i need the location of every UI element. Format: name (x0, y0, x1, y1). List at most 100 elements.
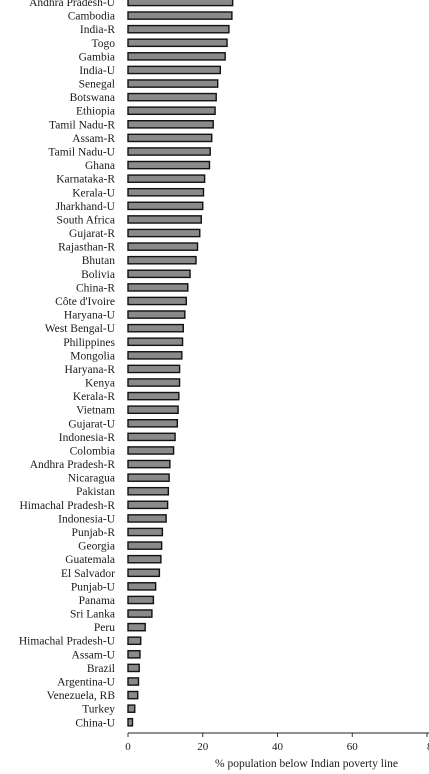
bar (127, 215, 202, 224)
category-label: South Africa (57, 214, 115, 226)
category-label: Togo (92, 38, 116, 50)
bar (127, 228, 201, 238)
bar (127, 187, 205, 197)
bar (127, 323, 185, 333)
bar (127, 527, 164, 537)
bar (127, 500, 169, 510)
bar (127, 351, 183, 360)
bar (127, 147, 211, 156)
category-label: Venezuela, RB (47, 690, 116, 702)
category-label: West Bengal-U (45, 323, 116, 335)
bar (127, 541, 163, 550)
category-label: India-U (79, 65, 115, 77)
category-label: El Salvador (61, 568, 115, 580)
category-label: Kerala-R (73, 391, 115, 403)
bar (127, 201, 204, 211)
category-label: Senegal (79, 79, 115, 91)
bar (127, 92, 217, 102)
bar (127, 310, 186, 319)
category-label: Turkey (82, 704, 115, 716)
bar (127, 106, 216, 116)
x-axis-title: % population below Indian poverty line (215, 758, 398, 770)
category-label: Ghana (85, 160, 115, 172)
category-label: Himachal Pradesh-R (20, 500, 116, 512)
x-tick-label: 40 (272, 741, 284, 753)
category-label: Guatemala (65, 554, 115, 566)
category-label: Indonesia-U (58, 513, 116, 525)
bar (127, 609, 153, 618)
category-label: Botswana (70, 92, 115, 104)
bar (127, 296, 188, 306)
category-label: Georgia (78, 541, 115, 553)
bar (127, 65, 222, 75)
bar (127, 283, 189, 292)
category-label: China-U (75, 717, 115, 729)
category-label: Assam-R (72, 133, 115, 145)
category-label: Colombia (70, 445, 115, 457)
category-label: India-R (80, 24, 115, 36)
bar (127, 242, 199, 251)
category-label: Pakistan (76, 486, 115, 498)
category-label: Kerala-U (72, 187, 115, 199)
category-label: Bhutan (82, 255, 115, 267)
bar (127, 704, 136, 713)
bar (127, 554, 162, 564)
bar (127, 120, 214, 129)
bar (127, 582, 157, 591)
bar (127, 79, 219, 88)
category-label: Philippines (63, 337, 115, 349)
bar (127, 568, 161, 578)
category-label: Mongolia (70, 350, 115, 362)
bar (127, 514, 167, 523)
bar (127, 663, 140, 673)
bar (127, 391, 180, 401)
category-label: Peru (94, 622, 115, 634)
bar (127, 0, 234, 7)
bar (127, 38, 228, 48)
bar (127, 405, 179, 415)
bar (127, 432, 176, 442)
category-label: Haryana-U (64, 310, 116, 322)
bar (127, 636, 142, 646)
category-label: Karnataka-R (56, 174, 115, 186)
category-label: Punjab-U (71, 581, 116, 593)
bar (127, 255, 197, 265)
category-label: Sri Lanka (70, 609, 115, 621)
category-label: Punjab-R (72, 527, 116, 539)
category-label: Cambodia (68, 11, 115, 23)
category-label: Gujarat-R (69, 228, 115, 240)
bar (127, 378, 181, 387)
bar (127, 418, 179, 428)
x-tick-label: 20 (197, 741, 209, 753)
category-label: Andhra Pradesh-U (29, 0, 116, 9)
bars-group (127, 0, 234, 727)
category-label: Nicaragua (68, 473, 115, 485)
bar (127, 174, 206, 183)
bar (127, 52, 226, 61)
category-label: Kenya (85, 378, 115, 390)
category-label: Brazil (87, 663, 115, 675)
bar (127, 486, 170, 496)
x-tick-label: 0 (125, 741, 131, 753)
bar (127, 269, 191, 279)
category-label: Rajasthan-R (58, 242, 115, 254)
x-axis: 0 20 40 60 80 (125, 732, 429, 753)
bar (127, 459, 171, 469)
bar (127, 473, 170, 482)
category-label: Jharkhand-U (56, 201, 116, 213)
bar (127, 690, 139, 700)
bar (127, 717, 134, 727)
bar (127, 133, 213, 143)
category-label: Assam-U (72, 649, 116, 661)
category-label: Gambia (79, 51, 115, 63)
category-label: Tamil Nadu-R (49, 119, 115, 131)
category-label: Indonesia-R (59, 432, 116, 444)
bar (127, 11, 233, 20)
category-label: Haryana-R (65, 364, 116, 376)
category-label: Panama (79, 595, 115, 607)
bar (127, 160, 211, 170)
category-label: Tamil Nadu-U (48, 146, 115, 158)
bar (127, 595, 155, 605)
